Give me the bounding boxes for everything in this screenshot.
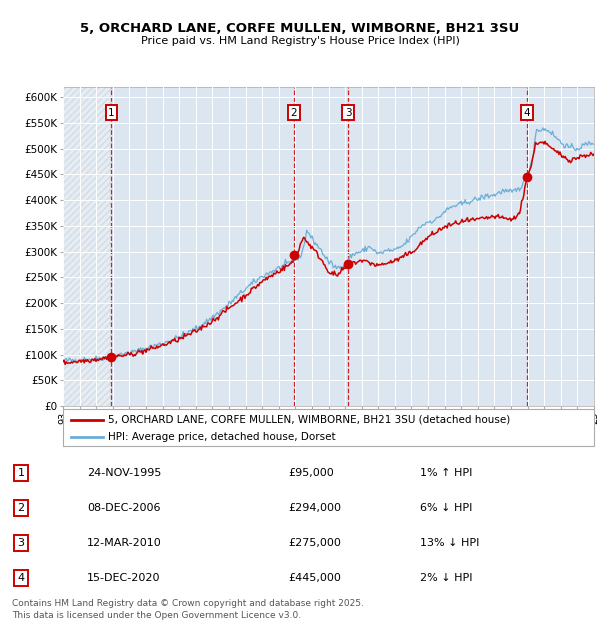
Text: 1: 1 (108, 107, 115, 118)
Text: 15-DEC-2020: 15-DEC-2020 (87, 573, 161, 583)
Text: 3: 3 (17, 538, 25, 547)
Text: Price paid vs. HM Land Registry's House Price Index (HPI): Price paid vs. HM Land Registry's House … (140, 36, 460, 46)
Text: This data is licensed under the Open Government Licence v3.0.: This data is licensed under the Open Gov… (12, 611, 301, 619)
Text: 24-NOV-1995: 24-NOV-1995 (87, 468, 161, 478)
Text: 13% ↓ HPI: 13% ↓ HPI (420, 538, 479, 547)
Text: 5, ORCHARD LANE, CORFE MULLEN, WIMBORNE, BH21 3SU: 5, ORCHARD LANE, CORFE MULLEN, WIMBORNE,… (80, 22, 520, 35)
Bar (63, 87, 112, 406)
Text: 4: 4 (524, 107, 530, 118)
Text: £275,000: £275,000 (288, 538, 341, 547)
Text: HPI: Average price, detached house, Dorset: HPI: Average price, detached house, Dors… (108, 432, 336, 442)
Text: £95,000: £95,000 (288, 468, 334, 478)
Text: 1% ↑ HPI: 1% ↑ HPI (420, 468, 472, 478)
Text: 4: 4 (17, 573, 25, 583)
Text: £445,000: £445,000 (288, 573, 341, 583)
Text: 12-MAR-2010: 12-MAR-2010 (87, 538, 162, 547)
Text: £294,000: £294,000 (288, 503, 341, 513)
Text: 5, ORCHARD LANE, CORFE MULLEN, WIMBORNE, BH21 3SU (detached house): 5, ORCHARD LANE, CORFE MULLEN, WIMBORNE,… (108, 415, 511, 425)
Text: 2: 2 (17, 503, 25, 513)
Text: 2% ↓ HPI: 2% ↓ HPI (420, 573, 473, 583)
Text: 3: 3 (345, 107, 352, 118)
Text: 6% ↓ HPI: 6% ↓ HPI (420, 503, 472, 513)
Text: Contains HM Land Registry data © Crown copyright and database right 2025.: Contains HM Land Registry data © Crown c… (12, 600, 364, 608)
Text: 1: 1 (17, 468, 25, 478)
Text: 08-DEC-2006: 08-DEC-2006 (87, 503, 161, 513)
Text: 2: 2 (290, 107, 297, 118)
